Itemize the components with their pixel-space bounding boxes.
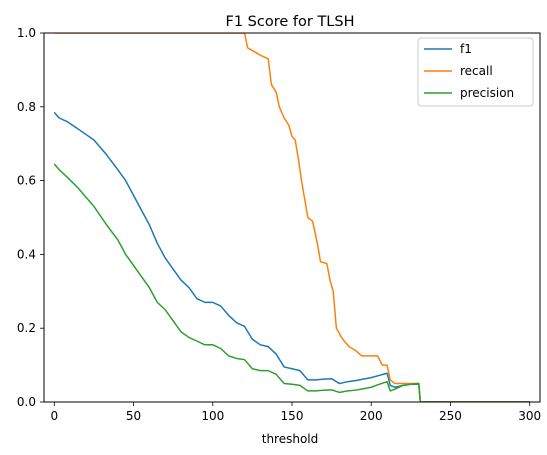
x-axis: 0 50 100 150 200 250 300 [50, 402, 541, 423]
x-tick-label: 100 [201, 409, 224, 423]
y-tick-label: 0.6 [17, 174, 36, 188]
legend-box [417, 37, 534, 107]
chart-title: F1 Score for TLSH [226, 14, 355, 30]
x-tick-label: 250 [439, 409, 462, 423]
legend-label-f1: f1 [460, 42, 472, 56]
y-tick-label: 0.4 [17, 247, 36, 261]
legend-label-precision: precision [460, 86, 514, 100]
y-tick-label: 0.0 [17, 395, 36, 409]
x-tick-label: 300 [518, 409, 541, 423]
legend: f1 recall precision [417, 37, 534, 107]
x-tick-label: 50 [126, 409, 141, 423]
y-tick-label: 0.8 [17, 100, 36, 114]
x-axis-title: threshold [262, 432, 319, 446]
x-tick-label: 150 [281, 409, 304, 423]
series-line-recall [54, 33, 530, 402]
series-line-f1 [53, 111, 530, 402]
x-tick-label: 200 [360, 409, 383, 423]
series-layer [53, 33, 530, 402]
series-line-precision [53, 163, 530, 402]
legend-label-recall: recall [460, 64, 493, 78]
y-tick-label: 1.0 [17, 26, 36, 40]
y-axis: 0.0 0.2 0.4 0.6 0.8 1.0 [17, 26, 44, 409]
y-tick-label: 0.2 [17, 321, 36, 335]
x-tick-label: 0 [50, 409, 58, 423]
